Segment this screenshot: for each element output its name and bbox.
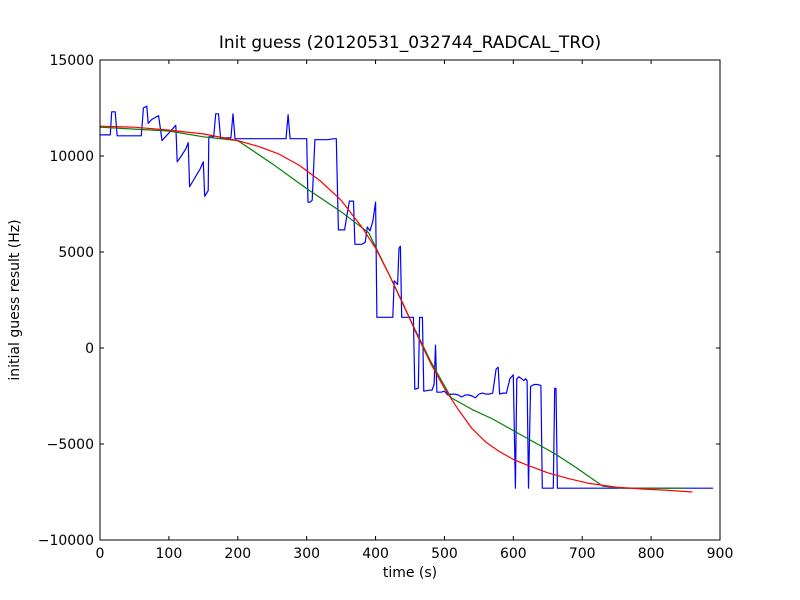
- series-line-1: [100, 105, 714, 489]
- x-tick-label: 100: [156, 546, 183, 562]
- y-tick-label: −5000: [47, 437, 94, 453]
- y-tick-label: 10000: [49, 149, 94, 165]
- x-tick-label: 200: [224, 546, 251, 562]
- series-line-3: [99, 125, 693, 493]
- y-tick-label: −10000: [38, 533, 94, 549]
- x-tick-label: 800: [638, 546, 665, 562]
- x-tick-label: 500: [431, 546, 458, 562]
- y-tick-label: 5000: [58, 245, 94, 261]
- plot-frame: [99, 59, 721, 541]
- x-axis: 0 100 200 300 400 500 600 700 800 900: [96, 60, 734, 562]
- x-axis-label: time (s): [383, 565, 437, 581]
- plot-area: [100, 60, 720, 540]
- y-tick-label: 0: [85, 341, 94, 357]
- y-axis: −10000 −5000 0 5000 10000 15000: [38, 53, 720, 549]
- x-tick-label: 600: [500, 546, 527, 562]
- x-tick-label: 0: [96, 546, 105, 562]
- x-tick-label: 300: [293, 546, 320, 562]
- series-layer: [99, 105, 714, 493]
- y-tick-label: 15000: [49, 53, 94, 69]
- x-tick-label: 700: [569, 546, 596, 562]
- y-axis-label: initial guess result (Hz): [7, 219, 23, 380]
- x-tick-label: 400: [362, 546, 389, 562]
- chart-title: Init guess (20120531_032744_RADCAL_TRO): [219, 33, 601, 53]
- x-tick-label: 900: [707, 546, 734, 562]
